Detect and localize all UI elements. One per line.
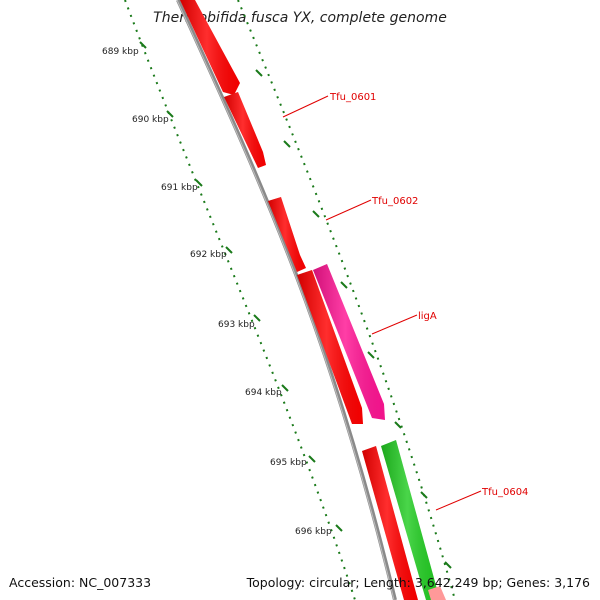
ruler-outer-dots	[237, 0, 456, 600]
gene-feature[interactable]	[180, 0, 240, 95]
tick-label: 691 kbp	[161, 183, 198, 193]
outer-major-ticks	[255, 69, 452, 569]
tick-label: 694 kbp	[245, 388, 282, 398]
tick-label: 690 kbp	[132, 115, 169, 125]
accession-text: Accession: NC_007333	[9, 575, 152, 590]
gene-label[interactable]: Tfu_0601	[329, 92, 376, 103]
gene-label[interactable]: ligA	[418, 311, 437, 322]
tick-label: 689 kbp	[102, 47, 139, 57]
gene-feature[interactable]	[268, 197, 306, 272]
gene-label[interactable]: Tfu_0604	[481, 487, 528, 498]
gene-label[interactable]: Tfu_0602	[371, 196, 418, 207]
ruler-inner-dots	[124, 0, 356, 600]
map-title: Thermobifida fusca YX, complete genome	[153, 10, 447, 26]
label-leaders	[282, 95, 482, 511]
gene-feature[interactable]	[428, 586, 446, 600]
gene-feature[interactable]	[297, 270, 363, 424]
gene-feature-ligA[interactable]	[313, 264, 385, 420]
tick-label: 696 kbp	[295, 527, 332, 537]
gene-feature[interactable]	[224, 92, 266, 168]
tick-label: 692 kbp	[190, 250, 227, 260]
genome-backbone	[176, 0, 397, 600]
topology-text: Topology: circular; Length: 3,642,249 bp…	[246, 575, 590, 590]
tick-label: 695 kbp	[270, 458, 307, 468]
gene-feature-tfu-0604[interactable]	[381, 440, 440, 600]
tick-label: 693 kbp	[218, 320, 255, 330]
tick-labels: 689 kbp 690 kbp 691 kbp 692 kbp 693 kbp …	[102, 47, 332, 537]
inner-major-ticks	[139, 41, 343, 532]
gene-feature[interactable]	[362, 446, 418, 600]
